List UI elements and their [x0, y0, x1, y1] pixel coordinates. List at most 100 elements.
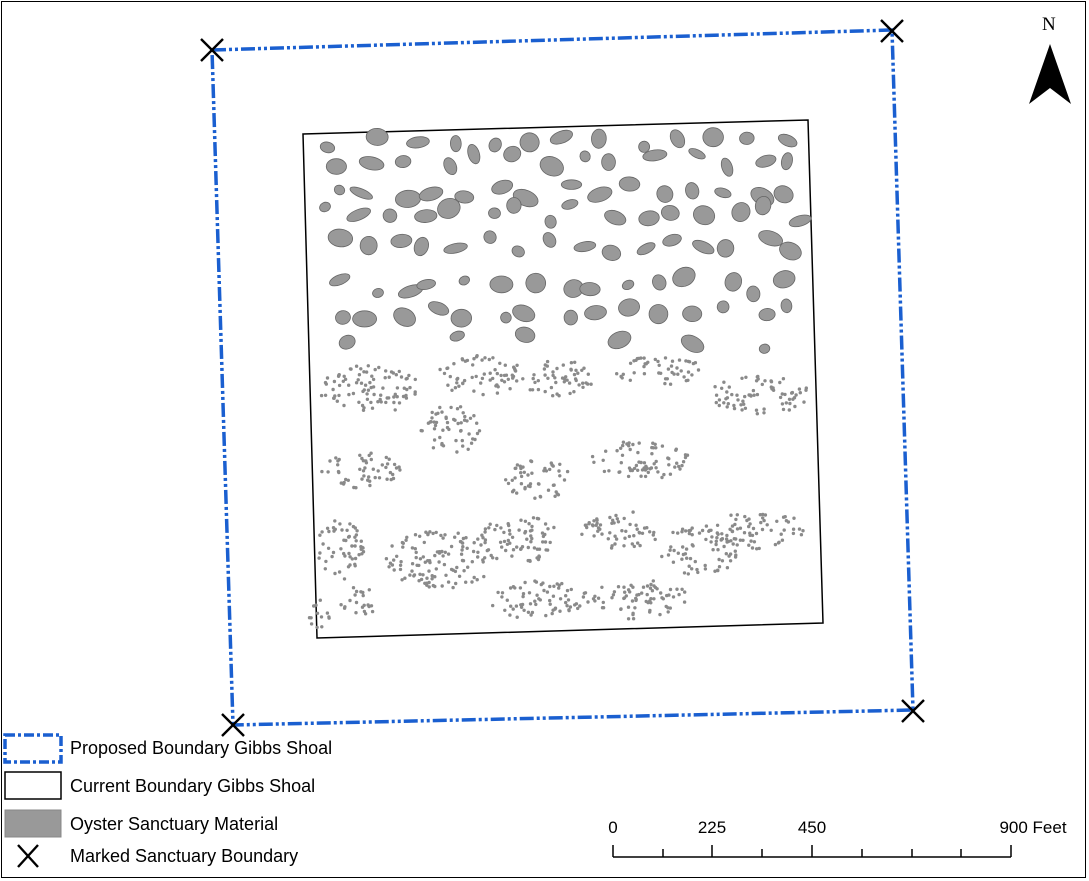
oyster-dot — [727, 554, 731, 558]
oyster-dot — [573, 360, 577, 364]
oyster-dot — [530, 471, 534, 475]
oyster-dot — [521, 465, 525, 469]
oyster-dot — [362, 474, 366, 478]
oyster-dot — [343, 377, 348, 381]
legend-label-oyster-material: Oyster Sanctuary Material — [70, 814, 279, 834]
oyster-dot — [458, 405, 463, 409]
oyster-dot — [670, 359, 675, 363]
oyster-dot — [628, 378, 632, 382]
oyster-dot — [319, 393, 324, 398]
oyster-dot — [669, 545, 673, 549]
oyster-dot — [459, 421, 463, 425]
oyster-dot — [626, 617, 631, 621]
oyster-blob — [693, 205, 716, 226]
oyster-dot — [653, 585, 658, 590]
oyster-dot — [671, 530, 675, 535]
oyster-dot — [491, 356, 495, 360]
oyster-dot — [454, 581, 458, 586]
oyster-dot — [537, 555, 541, 559]
oyster-dot — [802, 400, 806, 404]
oyster-dot — [744, 375, 748, 379]
oyster-dot — [428, 530, 432, 534]
oyster-dot — [660, 554, 664, 559]
oyster-dot — [472, 357, 476, 361]
oyster-blob — [702, 127, 724, 148]
oyster-dot — [530, 610, 535, 615]
oyster-dot — [424, 530, 428, 534]
oyster-dot — [635, 527, 639, 531]
oyster-dot — [640, 531, 645, 535]
oyster-blob — [483, 230, 497, 244]
oyster-dot — [342, 374, 346, 378]
oyster-dot — [399, 560, 403, 564]
oyster-dot — [404, 377, 408, 381]
oyster-dot — [733, 549, 737, 553]
oyster-dot — [475, 578, 479, 582]
oyster-blob — [539, 156, 564, 177]
oyster-dot — [735, 393, 739, 397]
oyster-dot — [548, 467, 552, 472]
oyster-dot — [637, 460, 641, 464]
oyster-dot — [565, 588, 570, 593]
legend-label-current-boundary: Current Boundary Gibbs Shoal — [70, 776, 316, 796]
oyster-dot — [443, 533, 447, 537]
oyster-dot — [799, 533, 804, 537]
oyster-dot — [562, 478, 567, 482]
oyster-dot — [428, 560, 432, 565]
oyster-dot — [430, 410, 434, 415]
oyster-blob — [579, 150, 591, 163]
oyster-dot — [354, 589, 359, 594]
oyster-dot — [459, 428, 463, 433]
oyster-dot — [606, 537, 610, 541]
oyster-dot — [749, 539, 753, 543]
oyster-blob — [638, 140, 651, 153]
oyster-dot — [521, 377, 525, 381]
oyster-dot — [569, 361, 574, 365]
oyster-blob — [503, 145, 522, 163]
oyster-dot — [621, 443, 625, 448]
oyster-dot — [449, 405, 453, 410]
oyster-dot — [648, 467, 652, 471]
oyster-dot — [457, 384, 461, 388]
oyster-dot — [747, 543, 751, 547]
oyster-dot — [649, 601, 653, 605]
oyster-dot — [350, 544, 354, 548]
oyster-dot — [474, 355, 479, 359]
oyster-dot — [385, 396, 389, 400]
oyster-dot — [704, 537, 708, 542]
oyster-dot — [371, 467, 375, 471]
oyster-dot — [763, 379, 767, 383]
oyster-dot — [682, 600, 687, 604]
oyster-dot — [506, 481, 511, 486]
oyster-dot — [652, 462, 656, 466]
oyster-dot — [651, 533, 655, 537]
oyster-dot — [545, 364, 549, 368]
oyster-dot — [615, 449, 619, 453]
oyster-dot — [420, 429, 424, 433]
oyster-dot — [554, 380, 558, 385]
oyster-dot — [719, 538, 723, 542]
oyster-dot — [496, 590, 500, 595]
oyster-dot — [449, 567, 454, 572]
oyster-dot — [652, 597, 656, 601]
oyster-dot — [622, 544, 626, 548]
oyster-dot — [404, 538, 408, 542]
oyster-dot — [573, 603, 577, 607]
oyster-dot — [577, 383, 581, 387]
oyster-dot — [344, 538, 348, 543]
oyster-dot — [363, 466, 367, 470]
oyster-dot — [370, 374, 374, 378]
oyster-dot — [383, 376, 387, 380]
oyster-dot — [715, 523, 720, 527]
oyster-dot — [361, 593, 365, 598]
oyster-dot — [544, 613, 548, 618]
oyster-dot — [541, 581, 545, 585]
oyster-dot — [693, 559, 697, 564]
oyster-dot — [781, 407, 786, 412]
oyster-dot — [480, 376, 485, 381]
oyster-dot — [636, 468, 640, 472]
oyster-dot — [730, 392, 734, 397]
oyster-dot — [337, 457, 341, 462]
oyster-dot — [471, 363, 475, 367]
